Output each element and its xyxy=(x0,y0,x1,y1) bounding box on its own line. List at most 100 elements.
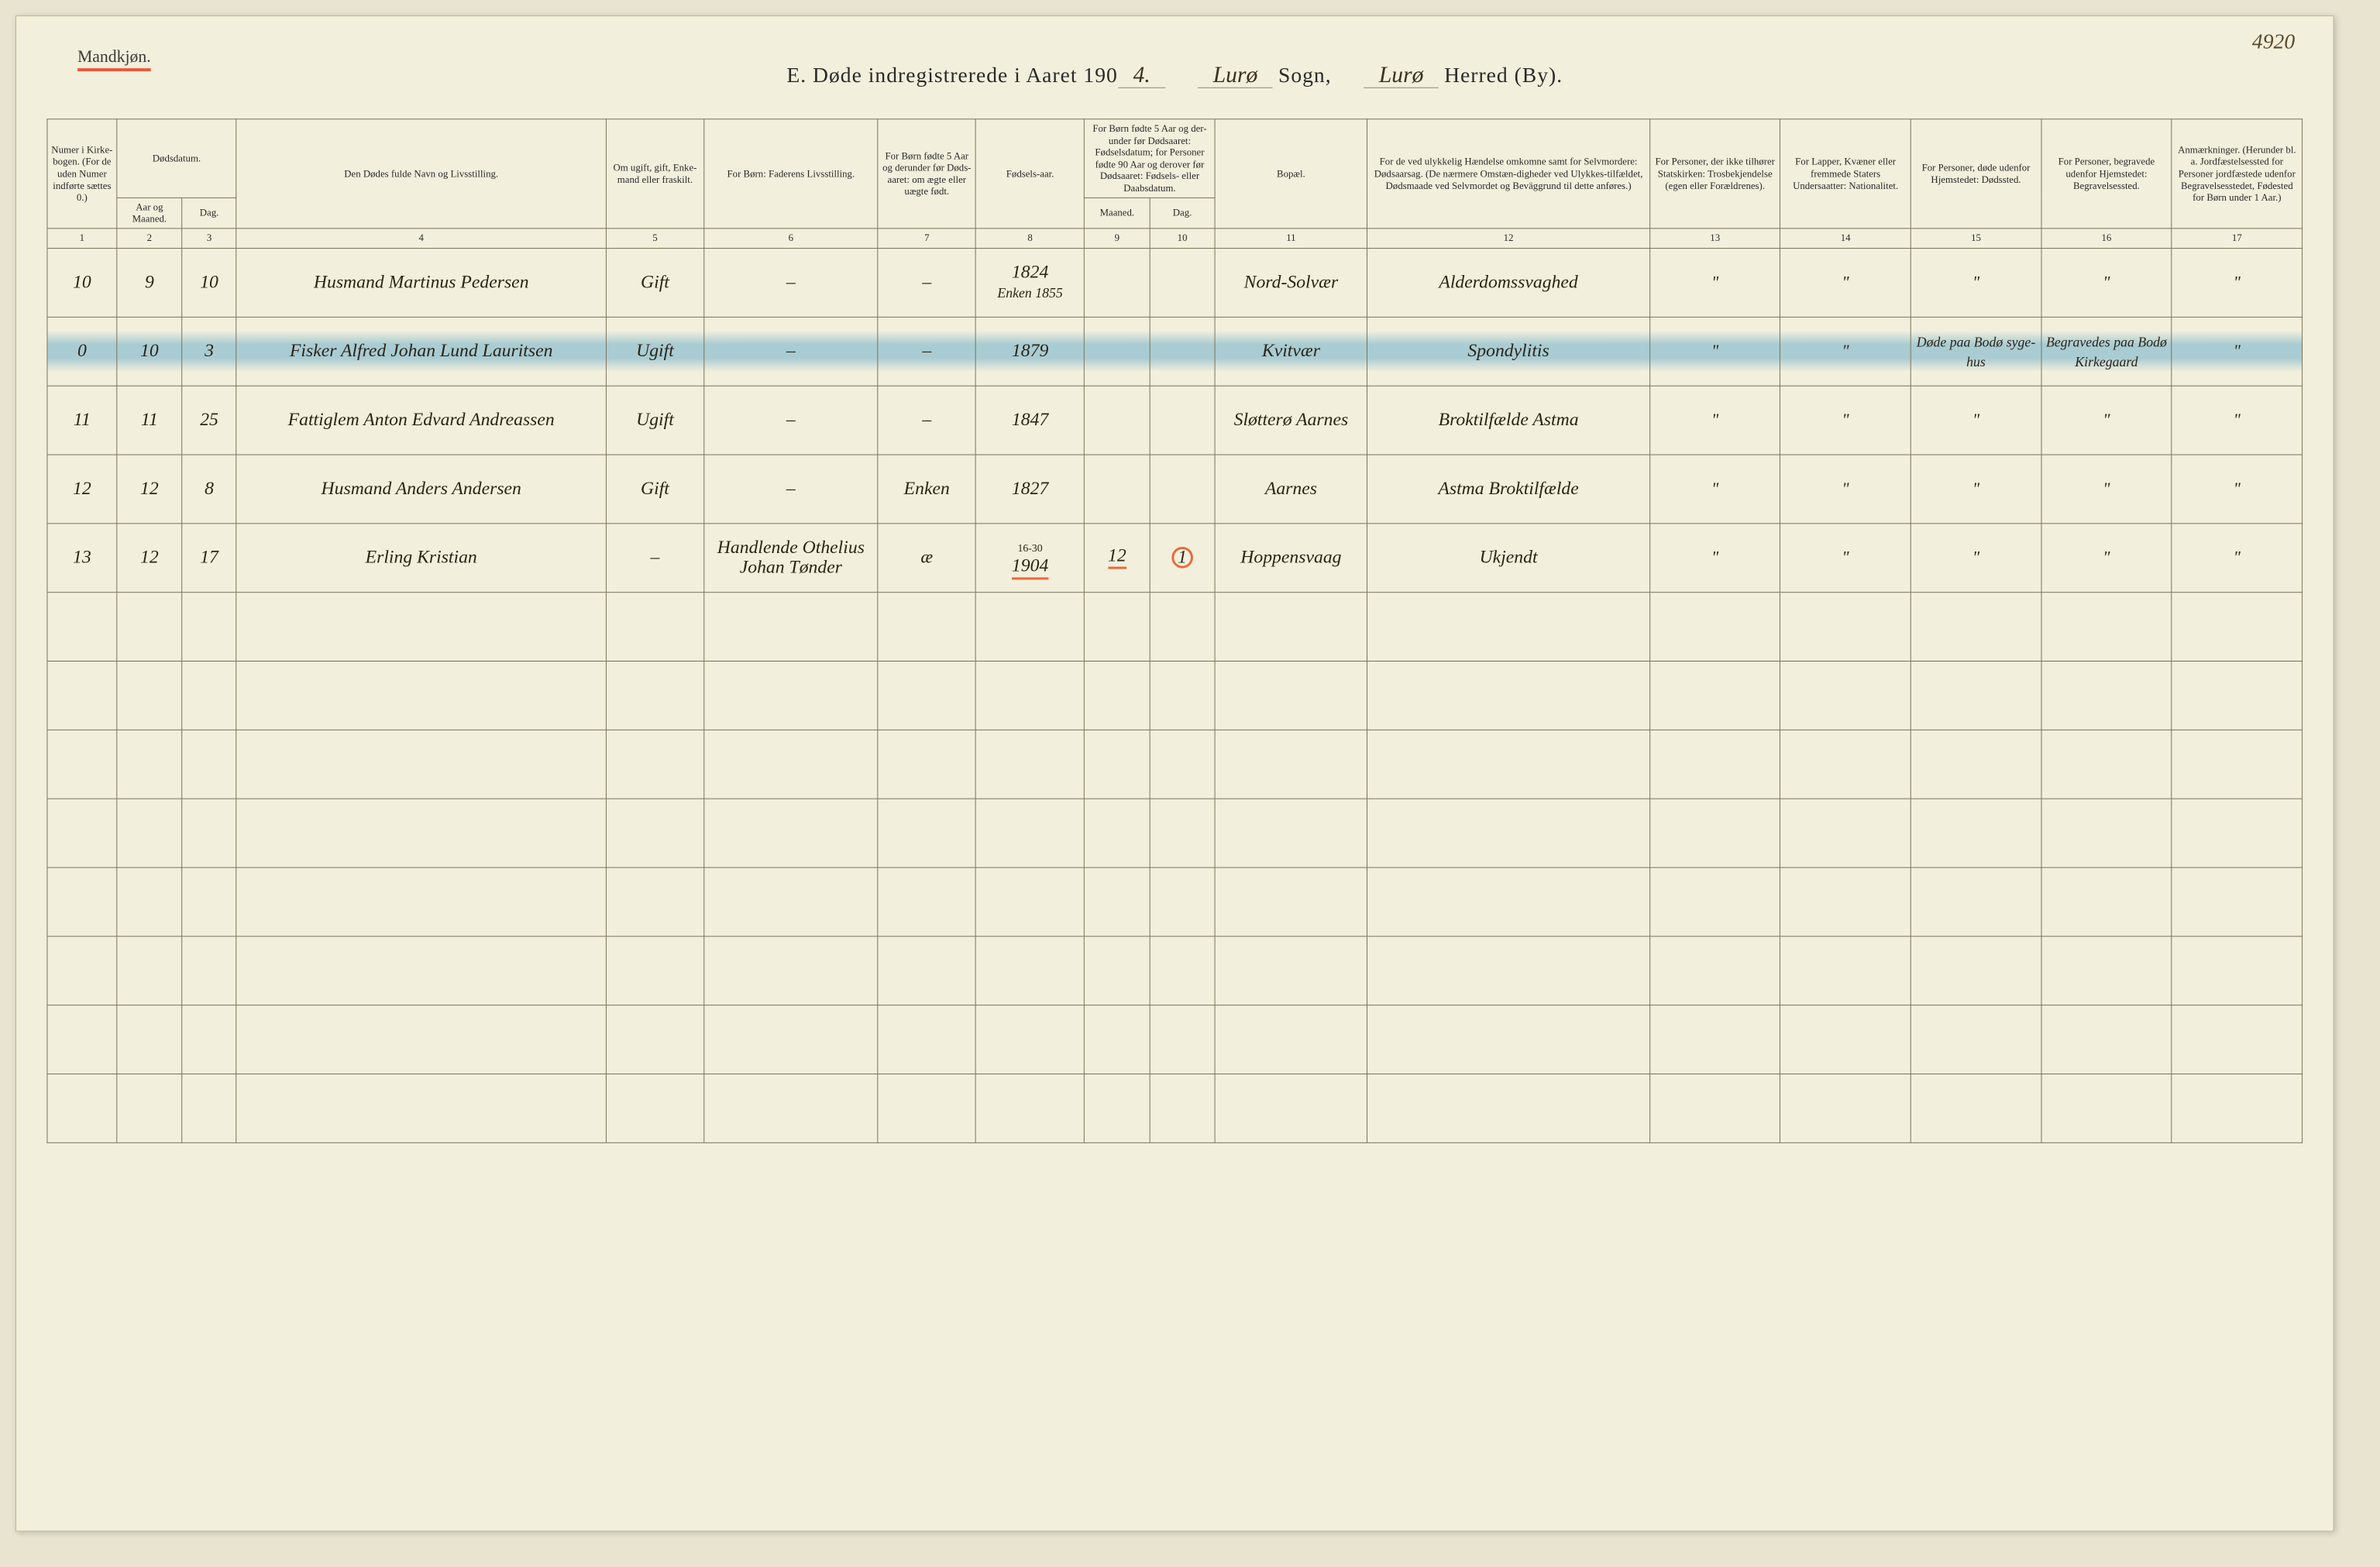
empty-cell xyxy=(182,1074,236,1143)
cell-residence: Aarnes xyxy=(1215,455,1367,524)
empty-cell xyxy=(1150,936,1215,1005)
empty-cell xyxy=(1215,1005,1367,1074)
empty-cell xyxy=(1780,1074,1911,1143)
table-head: Numer i Kirke-bogen. (For de uden Numer … xyxy=(47,119,2303,249)
empty-cell xyxy=(1150,1074,1215,1143)
empty-cell xyxy=(606,936,703,1005)
empty-cell xyxy=(1150,661,1215,730)
empty-cell xyxy=(47,1005,117,1074)
empty-cell xyxy=(47,661,117,730)
empty-cell xyxy=(2172,1005,2302,1074)
empty-cell xyxy=(182,868,236,936)
cell-bm xyxy=(1085,248,1150,317)
empty-cell xyxy=(878,1074,975,1143)
cell-num: 0 xyxy=(47,317,117,386)
empty-cell xyxy=(236,936,606,1005)
cell-residence: Sløtterø Aarnes xyxy=(1215,386,1367,455)
cell-name: Husmand Martinus Pedersen xyxy=(236,248,606,317)
empty-cell xyxy=(1215,799,1367,868)
hdr-11: Bopæl. xyxy=(1215,119,1367,229)
empty-cell xyxy=(606,730,703,799)
empty-cell xyxy=(236,592,606,661)
colnum-cell: 7 xyxy=(878,229,975,249)
colnum-cell: 9 xyxy=(1085,229,1150,249)
cell-day: 25 xyxy=(182,386,236,455)
empty-cell xyxy=(182,730,236,799)
cell-bm xyxy=(1085,317,1150,386)
hdr-9b: Dag. xyxy=(1150,198,1215,229)
cell-status: Ugift xyxy=(606,317,703,386)
cell-faith: " xyxy=(1650,455,1780,524)
title-herred-label: Herred (By). xyxy=(1444,64,1563,88)
empty-cell xyxy=(1911,1074,2041,1143)
colnum-cell: 1 xyxy=(47,229,117,249)
cell-remarks: " xyxy=(2172,248,2302,317)
cell-faith: " xyxy=(1650,386,1780,455)
colnum-cell: 2 xyxy=(117,229,182,249)
empty-cell xyxy=(1215,661,1367,730)
cell-remarks: " xyxy=(2172,317,2302,386)
empty-cell xyxy=(975,1005,1084,1074)
hdr-16: For Personer, begravede udenfor Hjemsted… xyxy=(2041,119,2172,229)
empty-cell xyxy=(1780,592,1911,661)
empty-cell xyxy=(1367,868,1650,936)
cell-num: 13 xyxy=(47,524,117,593)
cell-residence: Hoppensvaag xyxy=(1215,524,1367,593)
cell-bm xyxy=(1085,386,1150,455)
empty-cell xyxy=(975,936,1084,1005)
hdr-12: For de ved ulykkelig Hændelse omkomne sa… xyxy=(1367,119,1650,229)
page-number: 4920 xyxy=(2252,30,2295,55)
empty-cell xyxy=(117,1005,182,1074)
cell-residence: Nord-Solvær xyxy=(1215,248,1367,317)
empty-cell xyxy=(1650,936,1780,1005)
empty-cell xyxy=(1367,592,1650,661)
empty-cell xyxy=(117,1074,182,1143)
table-row: 12128Husmand Anders AndersenGift–Enken18… xyxy=(47,455,2303,524)
title-row: E. Døde indregistrerede i Aaret 1904. Lu… xyxy=(46,62,2303,88)
empty-cell xyxy=(1367,730,1650,799)
cell-month: 10 xyxy=(117,317,182,386)
cell-cause: Spondylitis xyxy=(1367,317,1650,386)
cell-faith: " xyxy=(1650,317,1780,386)
empty-cell xyxy=(1367,799,1650,868)
hdr-15: For Personer, døde udenfor Hjemstedet: D… xyxy=(1911,119,2041,229)
cell-cause: Broktilfælde Astma xyxy=(1367,386,1650,455)
hdr-4: Den Dødes fulde Navn og Livsstilling. xyxy=(236,119,606,229)
cell-cause: Astma Broktilfælde xyxy=(1367,455,1650,524)
empty-cell xyxy=(1911,799,2041,868)
empty-cell xyxy=(975,592,1084,661)
table-row-empty xyxy=(47,730,2303,799)
empty-cell xyxy=(1085,868,1150,936)
cell-remarks: " xyxy=(2172,386,2302,455)
cell-nationality: " xyxy=(1780,455,1911,524)
empty-cell xyxy=(2041,1005,2172,1074)
empty-cell xyxy=(2172,868,2302,936)
cell-deathplace: " xyxy=(1911,455,2041,524)
cell-deathplace: " xyxy=(1911,386,2041,455)
cell-father: – xyxy=(704,317,879,386)
cell-burialplace: Begravedes paa Bodø Kirkegaard xyxy=(2041,317,2172,386)
empty-cell xyxy=(236,661,606,730)
hdr-7: For Børn fødte 5 Aar og derunder før Død… xyxy=(878,119,975,229)
empty-cell xyxy=(975,799,1084,868)
empty-cell xyxy=(704,799,879,868)
cell-remarks: " xyxy=(2172,455,2302,524)
empty-cell xyxy=(1085,799,1150,868)
table-row: 0103Fisker Alfred Johan Lund LauritsenUg… xyxy=(47,317,2303,386)
colnum-cell: 11 xyxy=(1215,229,1367,249)
cell-num: 10 xyxy=(47,248,117,317)
table-row-empty xyxy=(47,1005,2303,1074)
table-body-empty xyxy=(47,592,2303,1143)
empty-cell xyxy=(117,799,182,868)
empty-cell xyxy=(704,730,879,799)
empty-cell xyxy=(1650,799,1780,868)
cell-bd xyxy=(1150,248,1215,317)
empty-cell xyxy=(606,868,703,936)
empty-cell xyxy=(1911,730,2041,799)
cell-status: – xyxy=(606,524,703,593)
colnum-cell: 8 xyxy=(975,229,1084,249)
hdr-17: Anmærkninger. (Herunder bl. a. Jordfæste… xyxy=(2172,119,2302,229)
empty-cell xyxy=(1911,661,2041,730)
empty-cell xyxy=(1085,592,1150,661)
cell-father: – xyxy=(704,455,879,524)
